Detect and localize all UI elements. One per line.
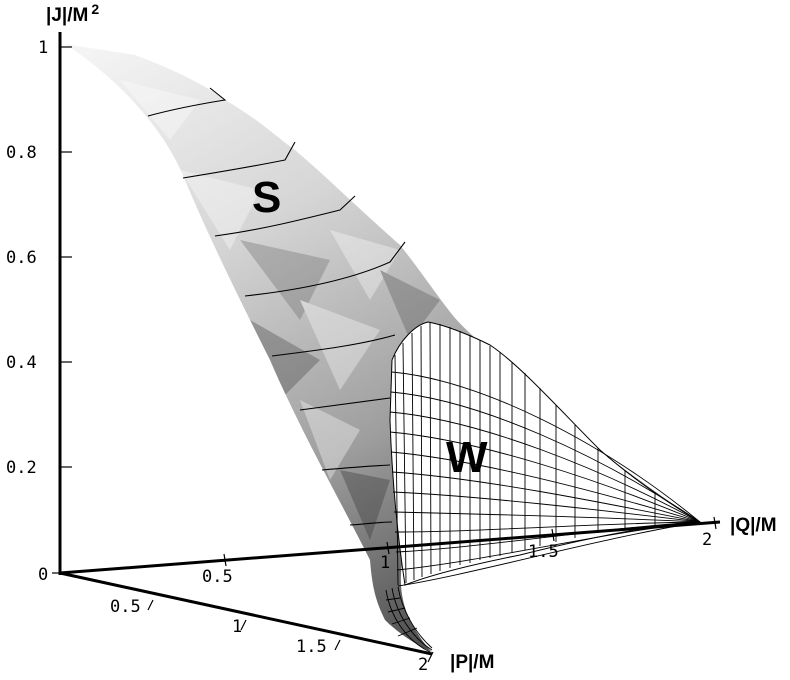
p-tick-1.5: 1.5 bbox=[296, 637, 327, 657]
tick-labels: 1 0.8 0.6 0.4 0.2 0 0.5 1 1.5 2 0.5 1 1.… bbox=[6, 38, 712, 675]
q-tick-1: 1 bbox=[380, 553, 390, 573]
axis-labels: |J|/M 2 |Q|/M |P|/M bbox=[46, 1, 777, 673]
j-tick-1: 1 bbox=[38, 38, 48, 58]
surface-s-contours bbox=[147, 87, 406, 526]
q-tick-1.5: 1.5 bbox=[528, 542, 559, 562]
q-tick-2: 2 bbox=[702, 530, 712, 550]
j-tick-0.2: 0.2 bbox=[6, 458, 37, 478]
origin-label: 0 bbox=[38, 565, 48, 585]
axes bbox=[52, 32, 721, 663]
j-tick-0.8: 0.8 bbox=[6, 143, 37, 163]
p-tick-0.5: 0.5 bbox=[110, 597, 141, 617]
q-axis-label: |Q|/M bbox=[730, 515, 777, 536]
region-w-label: W bbox=[446, 433, 488, 482]
q-tick-0.5: 0.5 bbox=[202, 567, 233, 587]
p-axis-label: |P|/M bbox=[450, 652, 494, 673]
p-tick-1: 1 bbox=[232, 617, 242, 637]
region-s-label: S bbox=[252, 173, 281, 222]
p-tick-2: 2 bbox=[418, 655, 428, 675]
j-axis-label: |J|/M 2 bbox=[46, 1, 99, 26]
j-tick-0.4: 0.4 bbox=[6, 353, 37, 373]
j-tick-0.6: 0.6 bbox=[6, 248, 37, 268]
q-axis bbox=[59, 520, 721, 575]
surface-w-mesh bbox=[385, 321, 702, 653]
p-axis bbox=[59, 571, 433, 656]
